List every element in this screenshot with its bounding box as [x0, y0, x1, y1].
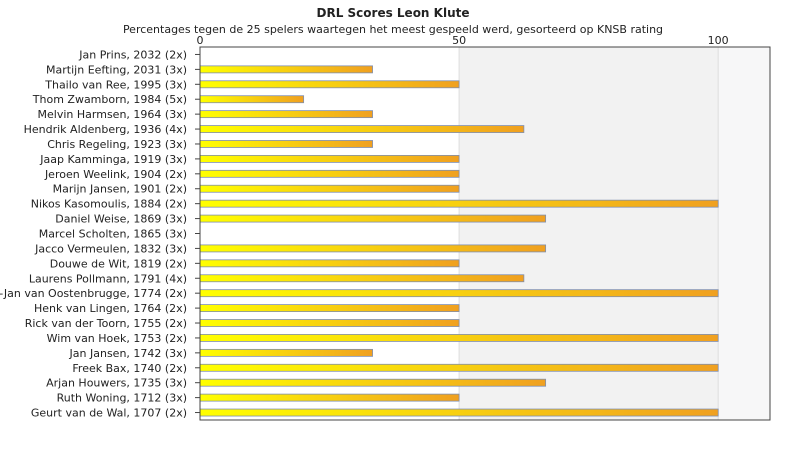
bar [199, 95, 305, 104]
bar [199, 393, 460, 402]
chart-title: DRL Scores Leon Klute [317, 6, 470, 20]
x-tick-label: 0 [197, 34, 204, 47]
bar [199, 259, 460, 268]
category-label: Chris Regeling, 1923 (3x) [47, 138, 187, 151]
bar [199, 214, 547, 223]
bar [199, 169, 460, 178]
bar [199, 334, 719, 342]
category-label: Hendrik Aldenberg, 1936 (4x) [24, 123, 187, 136]
category-label: Gert-Jan van Oostenbrugge, 1774 (2x) [0, 287, 187, 300]
category-label: Thailo van Ree, 1995 (3x) [44, 78, 187, 91]
category-label: Marcel Scholten, 1865 (3x) [39, 228, 187, 241]
bar [199, 378, 547, 387]
bar [199, 65, 373, 74]
category-label: Wim van Hoek, 1753 (2x) [47, 332, 187, 345]
bar [199, 125, 525, 133]
category-label: Rick van der Toorn, 1755 (2x) [25, 317, 187, 330]
bar [199, 289, 719, 298]
bar [199, 304, 460, 313]
category-label: Melvin Harmsen, 1964 (3x) [38, 108, 187, 121]
x-tick-label: 100 [708, 34, 729, 47]
bar [199, 80, 460, 89]
bar [199, 140, 373, 148]
category-label: Arjan Houwers, 1735 (3x) [46, 377, 187, 390]
category-label: Nikos Kasomoulis, 1884 (2x) [31, 198, 187, 211]
chart-subtitle: Percentages tegen de 25 spelers waartege… [123, 23, 663, 36]
category-label: Marijn Jansen, 1901 (2x) [53, 183, 187, 196]
category-label: Jaap Kamminga, 1919 (3x) [39, 153, 187, 166]
category-label: Jan Prins, 2032 (2x) [78, 48, 187, 61]
plot-frame [199, 46, 771, 421]
bar [199, 274, 525, 283]
plot-area: 0 50 100 Jan Prins, 2032 (2x) Martijn Eeftin… [0, 34, 771, 421]
category-label: Jacco Vermeulen, 1832 (3x) [34, 242, 187, 255]
category-label: Douwe de Wit, 1819 (2x) [50, 257, 187, 270]
category-label: Martijn Eefting, 2031 (3x) [46, 63, 187, 76]
bar [199, 348, 373, 357]
category-label: Daniel Weise, 1869 (3x) [55, 213, 187, 226]
category-label: Freek Bax, 1740 (2x) [72, 362, 187, 375]
category-label: Thom Zwamborn, 1984 (5x) [32, 93, 187, 106]
bar [199, 244, 547, 253]
category-label: Geurt van de Wal, 1707 (2x) [31, 407, 187, 420]
bar [199, 110, 373, 119]
bar [199, 199, 719, 208]
bar [199, 319, 460, 327]
plot-band [459, 47, 719, 420]
category-label: Henk van Lingen, 1764 (2x) [34, 302, 187, 315]
bar [199, 363, 719, 372]
category-label: Jan Jansen, 1742 (3x) [69, 347, 187, 360]
bar [199, 408, 719, 417]
x-tick-label: 50 [452, 34, 466, 47]
category-label: Jeroen Weelink, 1904 (2x) [44, 168, 187, 181]
bar [199, 154, 460, 163]
category-label: Laurens Pollmann, 1791 (4x) [29, 272, 187, 285]
category-label: Ruth Woning, 1712 (3x) [57, 392, 187, 405]
bar [199, 184, 460, 193]
plot-band [718, 47, 770, 420]
